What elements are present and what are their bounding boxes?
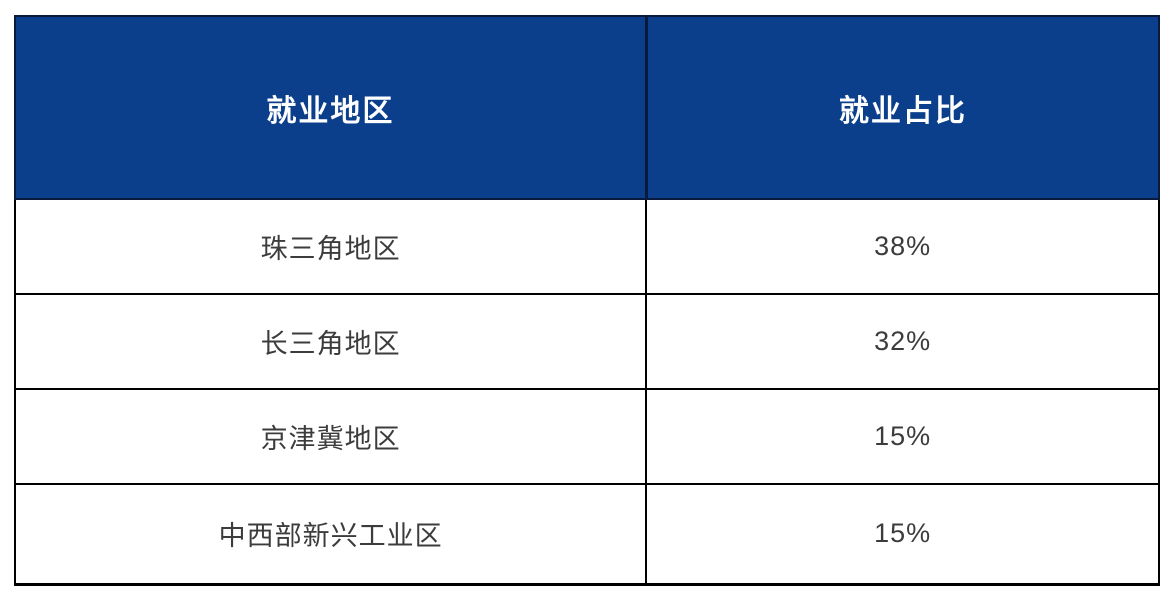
cell-region: 长三角地区: [13, 294, 648, 390]
cell-region: 珠三角地区: [13, 199, 648, 295]
table-header: 就业地区 就业占比: [13, 15, 1160, 200]
employment-region-table: 就业地区 就业占比 珠三角地区 38% 长三角地区 32% 京津冀地区 15%: [13, 15, 1160, 586]
table-row: 珠三角地区 38%: [13, 199, 1160, 295]
cell-share: 15%: [646, 389, 1160, 485]
cell-share: 32%: [646, 294, 1160, 390]
column-header-region: 就业地区: [13, 15, 648, 200]
table-body: 珠三角地区 38% 长三角地区 32% 京津冀地区 15% 中西部新兴工业区 1…: [13, 199, 1160, 586]
table-header-row: 就业地区 就业占比: [13, 15, 1160, 200]
employment-region-table-wrapper: 就业地区 就业占比 珠三角地区 38% 长三角地区 32% 京津冀地区 15%: [13, 15, 1160, 586]
column-header-share: 就业占比: [646, 15, 1160, 200]
cell-share: 38%: [646, 199, 1160, 295]
cell-region: 京津冀地区: [13, 389, 648, 485]
table-row: 长三角地区 32%: [13, 294, 1160, 390]
cell-region: 中西部新兴工业区: [13, 484, 648, 586]
table-row: 京津冀地区 15%: [13, 389, 1160, 485]
cell-share: 15%: [646, 484, 1160, 586]
table-row: 中西部新兴工业区 15%: [13, 484, 1160, 586]
